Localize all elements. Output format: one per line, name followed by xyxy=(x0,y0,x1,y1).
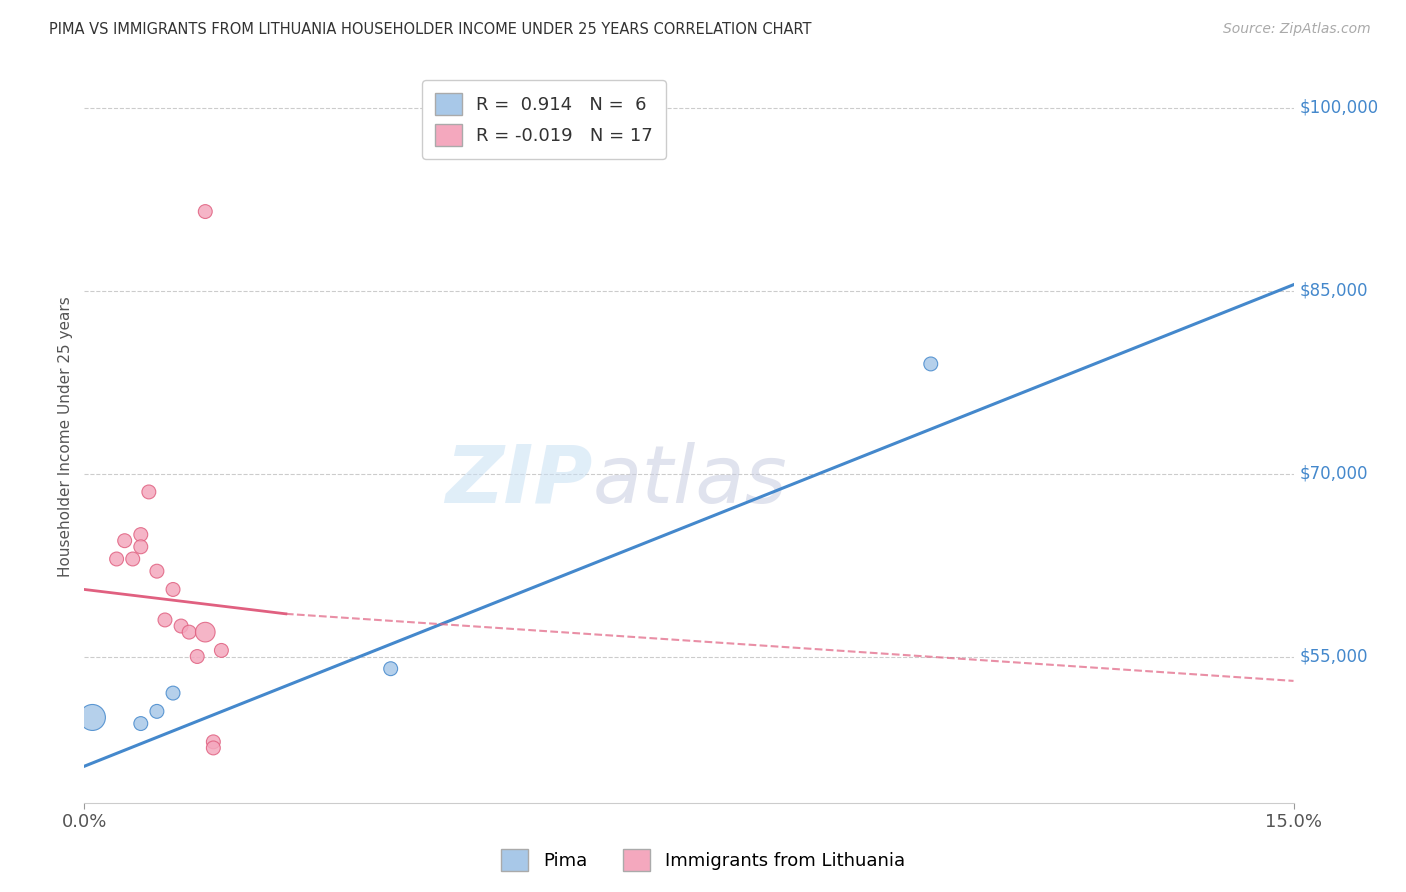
Text: $55,000: $55,000 xyxy=(1299,648,1368,665)
Point xyxy=(138,485,160,500)
Point xyxy=(186,649,208,664)
Point xyxy=(162,686,184,700)
Point xyxy=(114,533,136,548)
Point xyxy=(129,540,152,554)
Text: $70,000: $70,000 xyxy=(1299,465,1368,483)
Point xyxy=(194,204,217,219)
Point xyxy=(121,552,143,566)
Point xyxy=(162,582,184,597)
Text: PIMA VS IMMIGRANTS FROM LITHUANIA HOUSEHOLDER INCOME UNDER 25 YEARS CORRELATION : PIMA VS IMMIGRANTS FROM LITHUANIA HOUSEH… xyxy=(49,22,811,37)
Point xyxy=(82,710,104,724)
Text: atlas: atlas xyxy=(592,442,787,520)
Point xyxy=(153,613,176,627)
Point xyxy=(209,643,232,657)
Point xyxy=(920,357,942,371)
Legend: Pima, Immigrants from Lithuania: Pima, Immigrants from Lithuania xyxy=(494,842,912,879)
Point xyxy=(202,740,225,755)
Point xyxy=(202,735,225,749)
Point xyxy=(146,705,169,719)
Text: ZIP: ZIP xyxy=(444,442,592,520)
Point xyxy=(146,564,169,578)
Text: Source: ZipAtlas.com: Source: ZipAtlas.com xyxy=(1223,22,1371,37)
Point xyxy=(105,552,128,566)
Text: $85,000: $85,000 xyxy=(1299,282,1368,300)
Point xyxy=(129,527,152,541)
Point xyxy=(170,619,193,633)
Text: $100,000: $100,000 xyxy=(1299,99,1379,117)
Y-axis label: Householder Income Under 25 years: Householder Income Under 25 years xyxy=(58,297,73,577)
Point xyxy=(194,625,217,640)
Point xyxy=(380,662,402,676)
Legend: R =  0.914   N =  6, R = -0.019   N = 17: R = 0.914 N = 6, R = -0.019 N = 17 xyxy=(422,80,665,159)
Point xyxy=(179,625,201,640)
Point xyxy=(129,716,152,731)
